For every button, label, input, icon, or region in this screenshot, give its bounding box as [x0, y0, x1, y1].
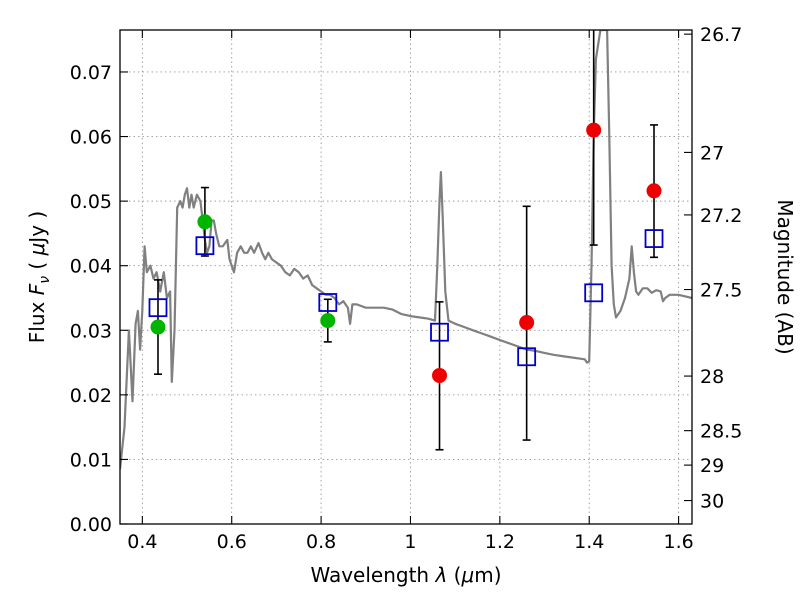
model-square: [430, 322, 449, 342]
data-points: [150, 122, 662, 383]
model-square: [148, 298, 168, 318]
data-point: [197, 214, 213, 230]
y-axis-label: Flux Fν ( μJy ): [25, 211, 53, 343]
x-tick-label: 0.8: [306, 531, 336, 553]
plot-frame: [119, 29, 693, 525]
grid: [120, 30, 692, 525]
data-point: [519, 315, 535, 331]
mu-jy-symbol: μ: [25, 243, 49, 257]
model-square: [644, 229, 664, 248]
y-tick-label: 0.00: [70, 514, 112, 536]
data-point: [150, 319, 166, 335]
y-tick-label: 0.04: [70, 256, 112, 278]
data-point: [646, 183, 662, 199]
y-tick-label: 0.01: [70, 449, 112, 471]
y-tick-label: 0.07: [70, 62, 112, 84]
y2-tick-label: 28: [700, 366, 724, 388]
model-square: [318, 293, 338, 312]
y2-axis-ticks: 26.7 27 27.2 27.5 28 28.5 29 30: [684, 24, 742, 513]
x-tick-label: 1: [404, 531, 416, 553]
y2-tick-label: 27.2: [700, 205, 742, 227]
data-point: [320, 313, 336, 329]
mu-symbol: μ: [460, 563, 474, 587]
y2-tick-label: 30: [700, 491, 724, 513]
model-square: [195, 236, 215, 256]
x-axis-label: Wavelength λ (μm): [310, 563, 501, 587]
y2-tick-label: 27.5: [700, 280, 742, 302]
data-point: [586, 122, 602, 138]
x-axis-ticks: 0.4 0.6 0.8 1 1.2 1.4 1.6: [127, 30, 694, 553]
error-bars: [153, 30, 659, 451]
y-tick-label: 0.03: [70, 320, 112, 342]
f-nu-symbol: F: [25, 283, 49, 295]
model-spectrum: [120, 30, 692, 470]
x-tick-label: 0.4: [127, 531, 157, 553]
y-tick-label: 0.06: [70, 127, 112, 149]
y2-tick-label: 27: [700, 142, 724, 164]
y-axis-ticks: 0.00 0.01 0.02 0.03 0.04 0.05 0.06 0.07: [70, 62, 128, 536]
x-tick-label: 1.6: [663, 531, 693, 553]
model-square: [517, 347, 537, 367]
x-tick-label: 1.4: [574, 531, 604, 553]
model-photometry: [148, 229, 664, 367]
y-tick-label: 0.02: [70, 385, 112, 407]
data-point: [432, 367, 448, 383]
y2-tick-label: 28.5: [700, 421, 742, 443]
x-tick-label: 1.2: [485, 531, 515, 553]
y2-tick-label: 29: [700, 455, 724, 477]
model-spectrum-line: [120, 30, 692, 470]
y2-tick-label: 26.7: [700, 24, 742, 46]
y2-axis-label: Magnitude (AB): [773, 199, 797, 354]
lambda-symbol: λ: [434, 563, 447, 587]
y-tick-label: 0.05: [70, 191, 112, 213]
model-square: [584, 283, 604, 303]
x-tick-label: 0.6: [217, 531, 247, 553]
nu-subscript: ν: [37, 276, 53, 284]
